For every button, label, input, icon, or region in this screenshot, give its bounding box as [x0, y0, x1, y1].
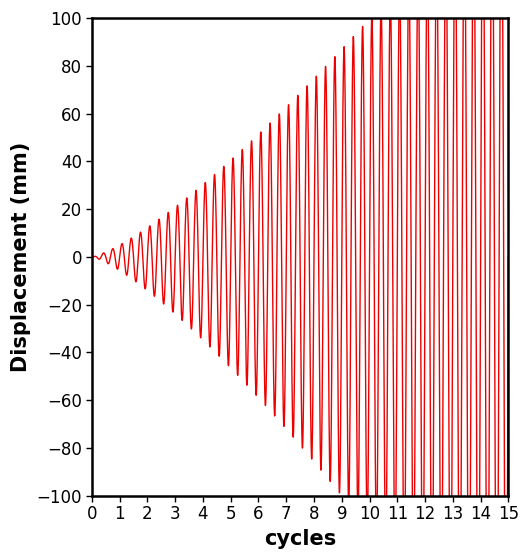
X-axis label: cycles: cycles: [264, 529, 336, 549]
Y-axis label: Displacement (mm): Displacement (mm): [11, 142, 31, 372]
